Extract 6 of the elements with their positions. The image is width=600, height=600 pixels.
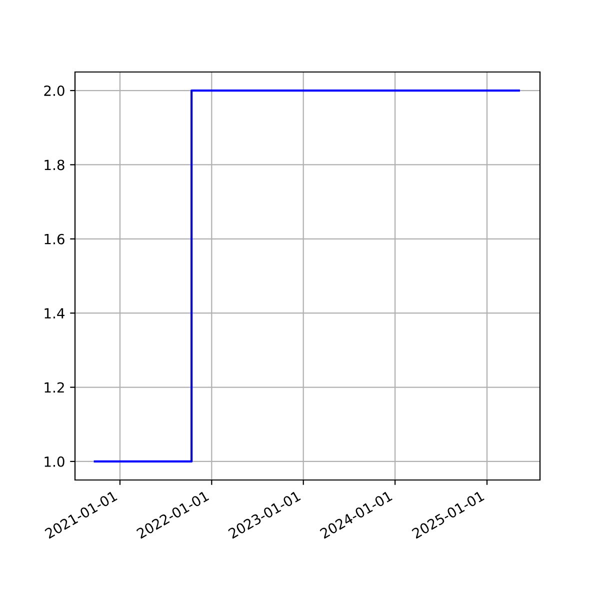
y-tick-label: 1.4 [44,308,64,318]
y-tick-label: 1.6 [44,234,64,244]
y-tick-label: 1.0 [44,456,64,467]
y-tick-label: 2.0 [44,86,64,96]
y-tick-label: 1.8 [44,160,64,170]
y-tick-label: 1.2 [44,382,64,393]
